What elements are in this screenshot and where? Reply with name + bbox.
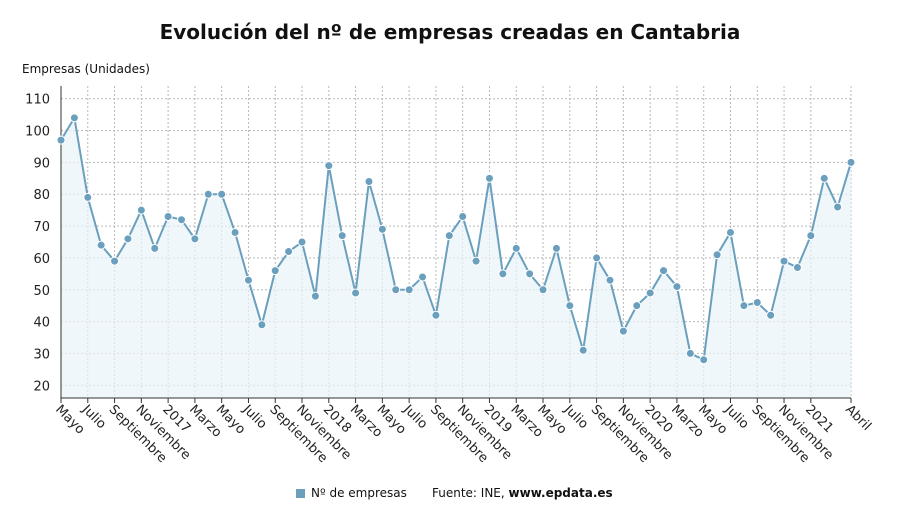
data-point <box>444 231 454 241</box>
source-text: Fuente: INE, www.epdata.es <box>432 486 613 500</box>
source-site: www.epdata.es <box>508 486 613 500</box>
data-point <box>96 240 106 250</box>
data-point <box>618 326 628 336</box>
data-point <box>217 189 227 199</box>
y-tick-label: 20 <box>33 379 50 394</box>
data-point <box>284 247 294 257</box>
data-point <box>324 161 334 171</box>
data-point <box>766 310 776 320</box>
data-point <box>190 234 200 244</box>
data-point <box>377 224 387 234</box>
data-point <box>163 212 173 222</box>
data-point <box>511 243 521 253</box>
data-point <box>672 282 682 292</box>
data-point <box>83 192 93 202</box>
data-point <box>565 301 575 311</box>
data-point <box>685 348 695 358</box>
series-points <box>56 113 856 365</box>
data-point <box>431 310 441 320</box>
y-tick-labels: 20 30 40 50 60 70 80 90 100 110 <box>25 93 50 395</box>
data-point <box>351 288 361 298</box>
data-point <box>230 227 240 237</box>
data-point <box>645 288 655 298</box>
data-point <box>806 231 816 241</box>
data-point <box>243 275 253 285</box>
data-point <box>712 250 722 260</box>
data-point <box>538 285 548 295</box>
data-point <box>136 205 146 215</box>
data-point <box>525 269 535 279</box>
data-point <box>177 215 187 225</box>
y-tick-label: 50 <box>33 284 50 299</box>
data-point <box>632 301 642 311</box>
data-point <box>203 189 213 199</box>
data-point <box>391 285 401 295</box>
data-point <box>779 256 789 266</box>
x-tick-label: Mayo <box>52 402 87 437</box>
data-point <box>725 227 735 237</box>
legend-swatch <box>296 488 305 498</box>
data-point <box>404 285 414 295</box>
data-point <box>551 243 561 253</box>
data-point <box>752 297 762 307</box>
y-tick-label: 30 <box>33 347 50 362</box>
data-point <box>846 157 856 167</box>
data-point <box>297 237 307 247</box>
data-point <box>471 256 481 266</box>
data-point <box>484 173 494 183</box>
y-tick-label: 40 <box>33 316 50 331</box>
y-tick-label: 90 <box>33 156 50 171</box>
data-point <box>498 269 508 279</box>
data-point <box>150 243 160 253</box>
data-point <box>270 266 280 276</box>
data-point <box>578 345 588 355</box>
data-point <box>819 173 829 183</box>
data-point <box>123 234 133 244</box>
y-tick-label: 80 <box>33 188 50 203</box>
legend-label: Nº de empresas <box>311 486 407 500</box>
y-axis-label: Empresas (Unidades) <box>22 62 150 76</box>
x-tick-labels: MayoJulioSeptiembreNoviembre2017MarzoMay… <box>52 402 874 466</box>
data-point <box>69 113 79 123</box>
data-point <box>659 266 669 276</box>
data-point <box>699 355 709 365</box>
data-point <box>458 212 468 222</box>
data-point <box>833 202 843 212</box>
data-point <box>605 275 615 285</box>
series-area <box>61 117 851 398</box>
data-point <box>310 291 320 301</box>
chart-title: Evolución del nº de empresas creadas en … <box>159 20 741 44</box>
legend: Nº de empresas <box>296 486 407 500</box>
data-point <box>592 253 602 263</box>
data-point <box>739 301 749 311</box>
data-point <box>418 272 428 282</box>
y-tick-label: 100 <box>25 125 50 140</box>
y-tick-label: 60 <box>33 252 50 267</box>
axes <box>60 86 852 403</box>
source-prefix: Fuente: INE, <box>432 486 505 500</box>
y-tick-label: 70 <box>33 220 50 235</box>
data-point <box>257 320 267 330</box>
data-point <box>110 256 120 266</box>
x-tick-label: Abril <box>842 402 874 434</box>
data-point <box>337 231 347 241</box>
data-point <box>364 177 374 187</box>
y-tick-label: 110 <box>25 93 50 108</box>
data-point <box>792 262 802 272</box>
data-point <box>56 135 66 145</box>
